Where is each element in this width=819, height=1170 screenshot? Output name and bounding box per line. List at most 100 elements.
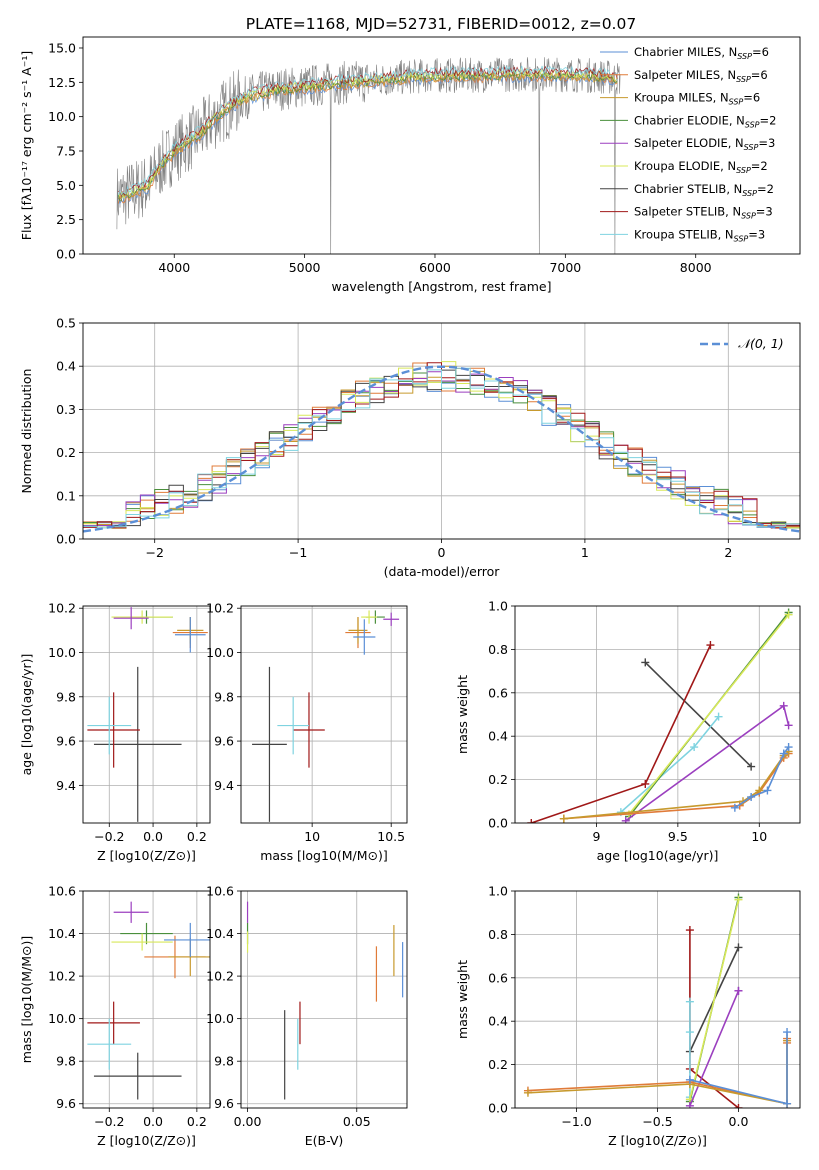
x-axis-label: Z [log10(Z/Z⊙)] bbox=[97, 1133, 196, 1148]
weight-marker bbox=[734, 895, 743, 904]
normal-distribution-curve bbox=[83, 365, 800, 533]
x-axis-label: wavelength [Angstrom, rest frame] bbox=[331, 279, 551, 294]
y-tick-label: 0.4 bbox=[56, 359, 76, 374]
y-tick-label: 5.0 bbox=[56, 178, 76, 193]
legend-entry: Kroupa MILES, NSSP=6 bbox=[634, 91, 760, 107]
y-tick-label: 0.8 bbox=[488, 642, 508, 657]
y-tick-label: 0.6 bbox=[488, 685, 508, 700]
legend-entry: 𝒩(0, 1) bbox=[738, 336, 784, 351]
plot-frame bbox=[82, 605, 211, 824]
x-tick-label: 9.5 bbox=[668, 829, 688, 844]
legend-entry: Salpeter ELODIE, NSSP=3 bbox=[634, 136, 775, 152]
residual-histogram-chabrier_stelib bbox=[83, 369, 800, 528]
error-bar-point-chabrier_miles bbox=[164, 922, 210, 957]
weight-marker bbox=[730, 803, 739, 812]
y-tick-label: 0.4 bbox=[488, 729, 508, 744]
weight-marker bbox=[747, 792, 756, 801]
y-tick-label: 10.0 bbox=[206, 1011, 234, 1026]
legend-entry: Chabrier MILES, NSSP=6 bbox=[634, 45, 769, 61]
model-spectrum-salpeter_miles bbox=[117, 72, 618, 204]
error-bar-point-kroupa_stelib bbox=[87, 696, 132, 755]
y-tick-label: 9.8 bbox=[214, 1054, 234, 1069]
weight-marker bbox=[685, 997, 694, 1006]
legend-entry: Salpeter MILES, NSSP=6 bbox=[634, 68, 768, 84]
y-tick-label: 0.2 bbox=[488, 1057, 508, 1072]
weight-vs-metallicity-panel: −1.0 −0.5 0.0 0.0 0.2 0.4 0.6 0.8 1.0 Z [log10(Z/… bbox=[455, 884, 801, 1148]
y-tick-label: 10.6 bbox=[48, 884, 76, 899]
y-tick-label: 9.4 bbox=[56, 778, 76, 793]
error-bar-point-kroupa_stelib bbox=[277, 696, 309, 755]
plot-frame bbox=[514, 890, 801, 1109]
y-tick-label: 12.5 bbox=[48, 75, 76, 90]
plot-area bbox=[87, 607, 208, 822]
error-bar-point-salpeter_elodie bbox=[113, 607, 149, 630]
weight-marker bbox=[685, 1101, 694, 1108]
error-bar-point-chabrier_miles bbox=[174, 617, 206, 653]
plot-area bbox=[116, 57, 621, 254]
mass-vs-ebv-panel: 0.00 0.05 9.6 9.8 10.0 10.2 10.4 10.6 E(B-V) bbox=[206, 884, 408, 1148]
x-axis-label: (data-model)/error bbox=[384, 564, 501, 579]
error-bar-point-chabrier_stelib bbox=[93, 666, 182, 822]
x-tick-label: 0.0 bbox=[143, 829, 163, 844]
y-tick-label: 10.2 bbox=[206, 969, 234, 984]
weight-line-kroupa_elodie bbox=[628, 614, 790, 815]
y-axis-label: Flux [fλ10⁻¹⁷ erg cm⁻² s⁻¹ A⁻¹] bbox=[19, 51, 34, 240]
weight-vs-age-panel: 9 9.5 10 0.0 0.2 0.4 0.6 0.8 1.0 age [log10(age/y… bbox=[455, 599, 801, 863]
x-tick-label: 0.2 bbox=[187, 829, 207, 844]
x-tick-label: 6000 bbox=[419, 260, 451, 275]
weight-marker bbox=[621, 816, 630, 823]
y-axis-label: mass [log10(M/M⊙)] bbox=[19, 936, 34, 1064]
x-tick-label: −2 bbox=[145, 545, 163, 560]
weight-marker bbox=[734, 943, 743, 952]
plot-area bbox=[83, 361, 800, 533]
weight-line-kroupa_miles bbox=[563, 750, 790, 820]
residuals-panel: −2 −1 0 1 2 0.0 0.1 0.2 0.3 0.4 0.5 (data-model)/er… bbox=[19, 316, 801, 579]
x-axis-label: age [log10(age/yr)] bbox=[597, 848, 719, 863]
y-tick-label: 9.6 bbox=[56, 734, 76, 749]
age-vs-metallicity-panel: −0.2 0.0 0.2 9.4 9.6 9.8 10.0 10.2 Z [log10(Z/Z⊙… bbox=[19, 601, 211, 863]
weight-marker bbox=[641, 779, 650, 788]
y-tick-label: 10.0 bbox=[48, 1011, 76, 1026]
y-axis-label: mass weight bbox=[455, 960, 470, 1039]
weight-marker bbox=[527, 819, 536, 823]
y-tick-label: 10.2 bbox=[48, 969, 76, 984]
weight-marker bbox=[559, 814, 568, 823]
x-tick-label: 4000 bbox=[158, 260, 190, 275]
y-tick-label: 0.5 bbox=[56, 316, 76, 331]
x-tick-label: 8000 bbox=[680, 260, 712, 275]
error-bar-point-salpeter_elodie bbox=[383, 612, 400, 626]
residual-histogram-kroupa_stelib bbox=[83, 367, 800, 529]
x-axis-label: E(B-V) bbox=[305, 1133, 344, 1148]
plot-area bbox=[527, 608, 793, 823]
plot-frame bbox=[514, 605, 801, 824]
weight-marker bbox=[734, 1104, 743, 1108]
weight-marker bbox=[685, 926, 694, 935]
y-tick-label: 10.2 bbox=[48, 601, 76, 616]
y-axis-label: age [log10(age/yr)] bbox=[19, 654, 34, 776]
weight-line-salpeter_elodie bbox=[689, 990, 740, 1107]
y-tick-label: 0.0 bbox=[488, 816, 508, 831]
plot-frame bbox=[82, 36, 801, 255]
legend-entry: Chabrier ELODIE, NSSP=2 bbox=[634, 113, 776, 129]
x-axis-label: mass [log10(M/M⊙)] bbox=[260, 848, 388, 863]
y-tick-label: 0.0 bbox=[488, 1101, 508, 1116]
x-tick-label: 0.00 bbox=[234, 1114, 262, 1129]
y-axis-label: mass weight bbox=[455, 675, 470, 754]
error-bar-point-salpeter_stelib bbox=[87, 692, 140, 768]
legend-entry: Kroupa STELIB, NSSP=3 bbox=[634, 227, 765, 243]
error-bar-point-salpeter_stelib bbox=[293, 692, 325, 768]
y-tick-label: 1.0 bbox=[488, 884, 508, 899]
y-tick-label: 9.6 bbox=[214, 734, 234, 749]
y-tick-label: 9.6 bbox=[56, 1096, 76, 1111]
plot-area bbox=[523, 893, 792, 1108]
plot-area bbox=[252, 610, 400, 822]
x-tick-label: −0.2 bbox=[94, 829, 124, 844]
y-tick-label: 0.2 bbox=[488, 772, 508, 787]
x-tick-label: 5000 bbox=[289, 260, 321, 275]
y-tick-label: 0.0 bbox=[56, 247, 76, 262]
error-bar-point-chabrier_elodie bbox=[120, 922, 173, 945]
y-axis-label: Normed distribution bbox=[19, 369, 34, 494]
error-bar-point-kroupa_stelib bbox=[87, 1018, 132, 1070]
y-tick-label: 10.0 bbox=[48, 645, 76, 660]
